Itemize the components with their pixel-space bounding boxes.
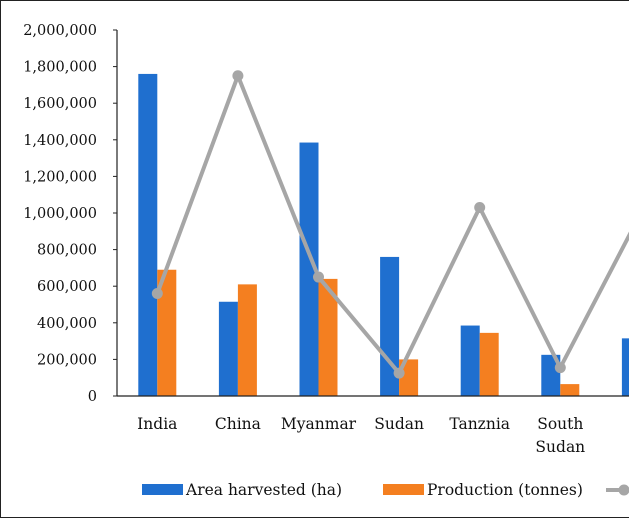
x-tick-label: Myanmar [281,415,357,433]
x-tick-label: China [215,415,261,433]
bar-area-harvested [218,301,238,396]
bar-area-harvested [621,338,629,396]
bar-area-harvested [299,142,319,396]
legend-marker-line [618,484,629,496]
bar-production [157,269,177,396]
line-point [554,362,566,374]
y-tick-label: 600,000 [37,279,97,295]
line-point [232,70,244,82]
bar-production [237,284,257,396]
y-tick-label: 1,200,000 [23,169,97,185]
bar-production [318,278,338,396]
y-tick-label: 400,000 [37,316,97,332]
bars [138,73,629,397]
y-tick-label: 1,800,000 [23,60,97,76]
x-tick-label: Sudan [374,415,424,433]
line-point [474,202,486,214]
bar-production [560,384,580,396]
y-tick-label: 1,400,000 [23,133,97,149]
legend: Area harvested (ha) Production (tonnes) [142,481,629,499]
bar-area-harvested [138,73,158,397]
y-axis: 0 200,000 400,000 600,000 800,000 1,000,000 1,… [23,23,118,405]
y-tick-label: 0 [88,389,97,405]
line-series [151,70,629,379]
bar-production [399,359,419,396]
bar-area-harvested [380,256,400,396]
y-tick-label: 200,000 [37,352,97,368]
bar-production [479,332,499,396]
x-tick-label: India [137,415,177,433]
legend-swatch-area-harvested [142,484,183,495]
bar-area-harvested [460,325,480,396]
legend-label-area-harvested: Area harvested (ha) [185,481,342,499]
x-tick-label: Tanznia [449,415,510,433]
y-tick-label: 2,000,000 [23,23,97,39]
legend-label-production: Production (tonnes) [427,481,583,499]
y-tick-label: 1,000,000 [23,206,97,222]
y-tick-label: 1,600,000 [23,96,97,112]
y-tick-label: 800,000 [37,243,97,259]
x-axis: IndiaChinaMyanmarSudanTanzniaSouthSudanN… [117,395,629,456]
x-tick-label: South Sudan [535,415,585,456]
legend-swatch-production [383,484,424,495]
line-point [393,367,405,379]
line-point [151,288,163,300]
line-point [313,271,324,283]
